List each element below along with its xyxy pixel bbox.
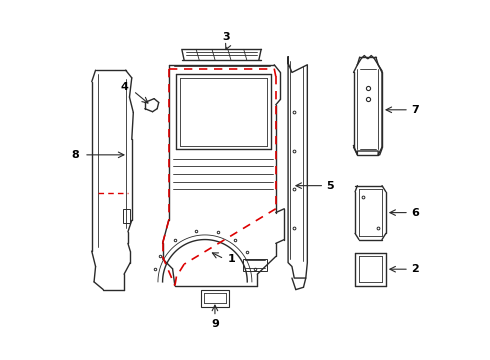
Text: 1: 1: [228, 254, 236, 264]
Text: 3: 3: [222, 32, 230, 42]
Text: 7: 7: [411, 105, 419, 115]
Bar: [244, 259, 267, 271]
Text: 6: 6: [411, 208, 419, 217]
Bar: [122, 209, 130, 222]
Text: 2: 2: [411, 264, 419, 274]
Text: 4: 4: [120, 82, 128, 92]
Text: 8: 8: [72, 150, 79, 160]
Text: 5: 5: [327, 181, 334, 191]
Text: 9: 9: [211, 319, 219, 329]
Bar: [201, 289, 229, 306]
